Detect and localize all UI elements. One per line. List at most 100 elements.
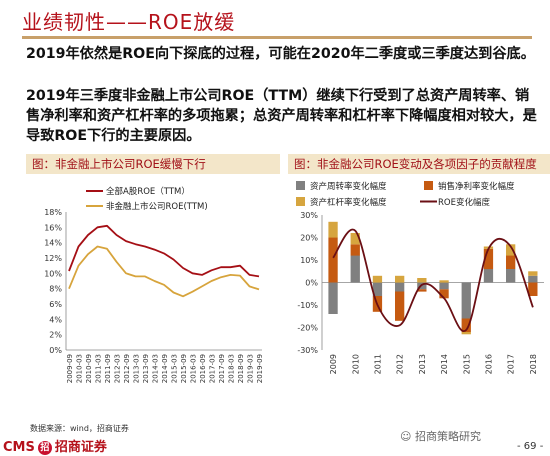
slide-title: 业绩韧性——ROE放缓: [22, 10, 236, 34]
left-y-tick-label: 12%: [44, 254, 62, 263]
left-x-tick-label: 2014-03: [152, 354, 160, 383]
footer-logo: CMS 招招商证券: [3, 436, 107, 455]
right-x-tick-label: 2010: [351, 354, 360, 374]
right-bar-2-2014: [439, 280, 449, 283]
right-x-tick-label: 2012: [396, 354, 405, 374]
right-x-tick-label: 2016: [485, 354, 494, 374]
left-y-tick-label: 18%: [44, 208, 62, 217]
right-x-tick-label: 2011: [374, 354, 383, 374]
left-y-tick-label: 6%: [49, 300, 62, 309]
left-legend-label-1: 非金融上市公司ROE(TTM): [106, 201, 208, 212]
left-x-tick-label: 2013-09: [142, 354, 150, 383]
right-legend-swatch-0: [296, 181, 305, 190]
left-legend-label-0: 全部A股ROE（TTM）: [106, 186, 190, 197]
right-x-tick-label: 2014: [440, 354, 449, 374]
left-x-tick-label: 2014-09: [161, 354, 169, 383]
right-y-tick-label: 20%: [300, 234, 318, 243]
left-x-tick-label: 2019-09: [256, 354, 264, 383]
right-x-tick-label: 2009: [329, 354, 338, 374]
right-bar-0-2015: [461, 282, 471, 319]
right-bar-2-2017: [506, 244, 516, 256]
right-bar-2-2010: [350, 233, 360, 245]
left-x-tick-label: 2017-09: [218, 354, 226, 383]
right-chart-title: 图：非金融公司ROE变动及各项因子的贡献程度: [288, 154, 550, 174]
left-chart-title: 图：非金融上市公司ROE缓慢下行: [26, 154, 280, 174]
right-bar-2-2009: [328, 221, 338, 238]
right-bar-1-2017: [506, 255, 516, 269]
right-legend-swatch-2: [296, 197, 305, 206]
left-x-tick-label: 2010-03: [76, 354, 84, 383]
right-y-tick-label: 0%: [305, 279, 318, 288]
right-x-tick-label: 2013: [418, 354, 427, 374]
right-y-tick-label: 30%: [300, 211, 318, 220]
right-legend-label-3: ROE变化幅度: [438, 197, 490, 208]
right-bar-2-2015: [461, 332, 471, 335]
left-x-tick-label: 2015-03: [171, 354, 179, 383]
left-y-tick-label: 14%: [44, 239, 62, 248]
left-x-tick-label: 2017-03: [209, 354, 217, 383]
data-source: 数据来源：wind，招商证券: [30, 424, 129, 433]
left-y-tick-label: 2%: [49, 331, 62, 340]
left-y-tick-label: 4%: [49, 315, 62, 324]
left-series-line-1: [68, 245, 260, 298]
right-legend-label-1: 销售净利率变化幅度: [438, 181, 515, 192]
left-y-tick-label: 10%: [44, 269, 62, 278]
paragraph-1: 2019年依然是ROE向下探底的过程，可能在2020年二季度或三季度达到谷底。: [26, 46, 535, 62]
left-y-tick-label: 8%: [49, 285, 62, 294]
right-y-tick-label: -10%: [297, 301, 318, 310]
right-bar-2-2012: [395, 275, 405, 283]
right-y-tick-label: 10%: [300, 256, 318, 265]
right-bar-1-2016: [483, 248, 494, 270]
left-x-tick-label: 2016-03: [190, 354, 198, 383]
right-bar-2-2013: [417, 278, 427, 283]
title-divider: [22, 36, 532, 39]
right-bar-0-2009: [328, 282, 338, 314]
paragraph-2: 2019年三季度非金融上市公司ROE（TTM）继续下行受到了总资产周转率、销售净…: [26, 88, 537, 144]
right-bar-1-2014: [439, 289, 449, 299]
wechat-text: 招商策略研究: [414, 430, 481, 443]
right-bar-0-2011: [372, 282, 383, 296]
left-x-tick-label: 2013-03: [133, 354, 141, 383]
right-bar-1-2010: [350, 244, 360, 256]
left-x-tick-label: 2015-09: [180, 354, 188, 383]
right-bar-0-2017: [506, 269, 516, 283]
right-y-tick-label: -20%: [297, 324, 318, 333]
right-legend-swatch-1: [424, 181, 433, 190]
left-x-tick-label: 2012-09: [123, 354, 131, 383]
right-bar-0-2010: [350, 255, 360, 283]
right-bar-0-2016: [483, 269, 494, 283]
right-x-tick-label: 2018: [529, 354, 538, 374]
left-x-tick-label: 2009-09: [66, 354, 74, 383]
left-x-tick-label: 2019-03: [247, 354, 255, 383]
left-series-line-0: [68, 224, 260, 278]
left-x-tick-label: 2018-03: [228, 354, 236, 383]
right-legend-label-0: 资产周转率变化幅度: [310, 181, 387, 192]
logo-badge-icon: 招: [37, 440, 52, 455]
page-number: - 69 -: [517, 441, 544, 452]
right-legend-label-2: 资产杠杆率变化幅度: [310, 197, 387, 208]
right-bar-2-2011: [372, 275, 383, 283]
right-bar-2-2018: [528, 271, 538, 276]
left-x-tick-label: 2012-03: [114, 354, 122, 383]
right-bar-0-2014: [439, 282, 449, 290]
left-y-tick-label: 0%: [49, 346, 62, 355]
left-x-tick-label: 2016-09: [199, 354, 207, 383]
right-roe-line: [332, 228, 534, 333]
left-x-tick-label: 2018-09: [237, 354, 245, 383]
right-bar-1-2013: [417, 289, 427, 292]
right-bar-1-2018: [528, 282, 538, 296]
left-y-tick-label: 16%: [44, 223, 62, 232]
right-bar-1-2012: [395, 291, 405, 321]
left-x-tick-label: 2011-03: [95, 354, 103, 383]
left-x-tick-label: 2010-09: [85, 354, 93, 383]
logo-text: CMS: [3, 440, 35, 455]
right-bar-1-2009: [328, 237, 338, 283]
right-bar-1-2015: [461, 318, 471, 332]
left-x-tick-label: 2011-09: [104, 354, 112, 383]
right-y-tick-label: -30%: [297, 346, 318, 355]
right-x-tick-label: 2017: [507, 354, 516, 374]
right-bar-0-2012: [395, 282, 405, 292]
right-x-tick-label: 2015: [462, 354, 471, 374]
logo-cn: 招商证券: [54, 440, 107, 455]
